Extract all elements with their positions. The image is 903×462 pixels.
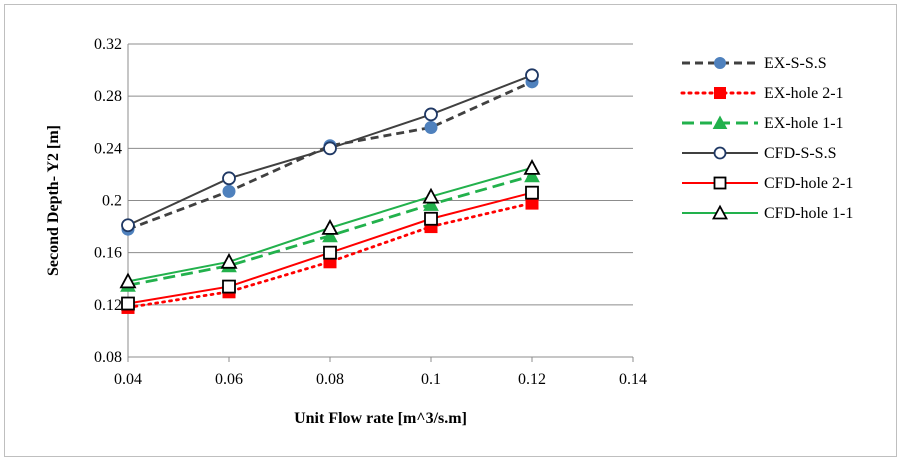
series-4 [121, 68, 539, 233]
legend-entry-6: CFD-hole 1-1 [682, 204, 853, 222]
series-group [119, 68, 541, 314]
data-point [222, 171, 236, 186]
chart-frame [4, 4, 897, 457]
legend-marker [713, 146, 727, 160]
y-tick-label: 0.12 [94, 297, 122, 314]
x-tick-label: 0.12 [518, 371, 546, 388]
data-point [121, 218, 135, 233]
series-line [126, 201, 534, 309]
y-tick-label: 0.24 [94, 140, 122, 157]
data-point [423, 196, 439, 211]
legend-marker [714, 57, 726, 69]
axes: 0.08 0.12 0.16 0.2 0.24 0.28 0.32 0.04 0.06 0.08 0… [94, 36, 647, 388]
data-point [222, 279, 236, 294]
legend-label: CFD-hole 1-1 [764, 205, 853, 222]
series-6 [119, 158, 541, 289]
legend-entry-4: CFD-S-S.S [682, 145, 836, 162]
y-tick-label: 0.32 [94, 36, 122, 53]
x-tick-label: 0.04 [114, 371, 142, 388]
x-tick-label: 0.14 [619, 371, 647, 388]
x-axis-title: Unit Flow rate [m^3/s.m] [294, 410, 467, 427]
legend-marker [713, 176, 727, 190]
legend-entry-2: EX-hole 2-1 [680, 85, 844, 102]
data-point [424, 211, 438, 226]
data-point [321, 218, 339, 235]
x-tick-label: 0.08 [316, 371, 344, 388]
y-tick-label: 0.16 [94, 245, 122, 262]
x-tick-label: 0.06 [215, 371, 243, 388]
series-5 [121, 185, 539, 311]
y-tick-label: 0.2 [102, 193, 122, 210]
series-1 [121, 75, 539, 236]
data-point [322, 227, 338, 243]
legend-entry-3: EX-hole 1-1 [682, 115, 844, 132]
legend-marker [711, 204, 729, 220]
legend-label: EX-hole 2-1 [764, 85, 844, 102]
legend-label: CFD-hole 2-1 [764, 175, 853, 192]
data-point [323, 245, 337, 260]
legend-entry-1: EX-S-S.S [682, 55, 827, 72]
data-point [323, 141, 337, 156]
data-point [119, 272, 137, 289]
legend-marker [712, 115, 728, 129]
data-point [424, 120, 438, 134]
data-point [121, 296, 135, 311]
y-tick-label: 0.28 [94, 88, 122, 105]
series-line [127, 80, 533, 231]
legend: EX-S-S.S EX-hole 2-1 EX-hole 1-1 CFD-S-S.S C… [680, 55, 853, 222]
data-point [523, 158, 541, 175]
data-point [524, 167, 540, 183]
legend-label: CFD-S-S.S [764, 145, 836, 162]
data-point [422, 187, 440, 204]
legend-entry-5: CFD-hole 2-1 [682, 175, 853, 192]
legend-label: EX-hole 1-1 [764, 115, 844, 132]
data-point [220, 252, 238, 269]
data-point [525, 185, 539, 200]
y-axis-title: Second Depth- Y2 [m] [45, 125, 62, 276]
y-tick-label: 0.08 [94, 349, 122, 366]
data-point [222, 184, 236, 198]
legend-label: EX-S-S.S [764, 55, 827, 72]
x-tick-label: 0.1 [421, 371, 441, 388]
data-point [424, 107, 438, 122]
data-point [525, 68, 539, 83]
legend-marker [714, 87, 726, 99]
